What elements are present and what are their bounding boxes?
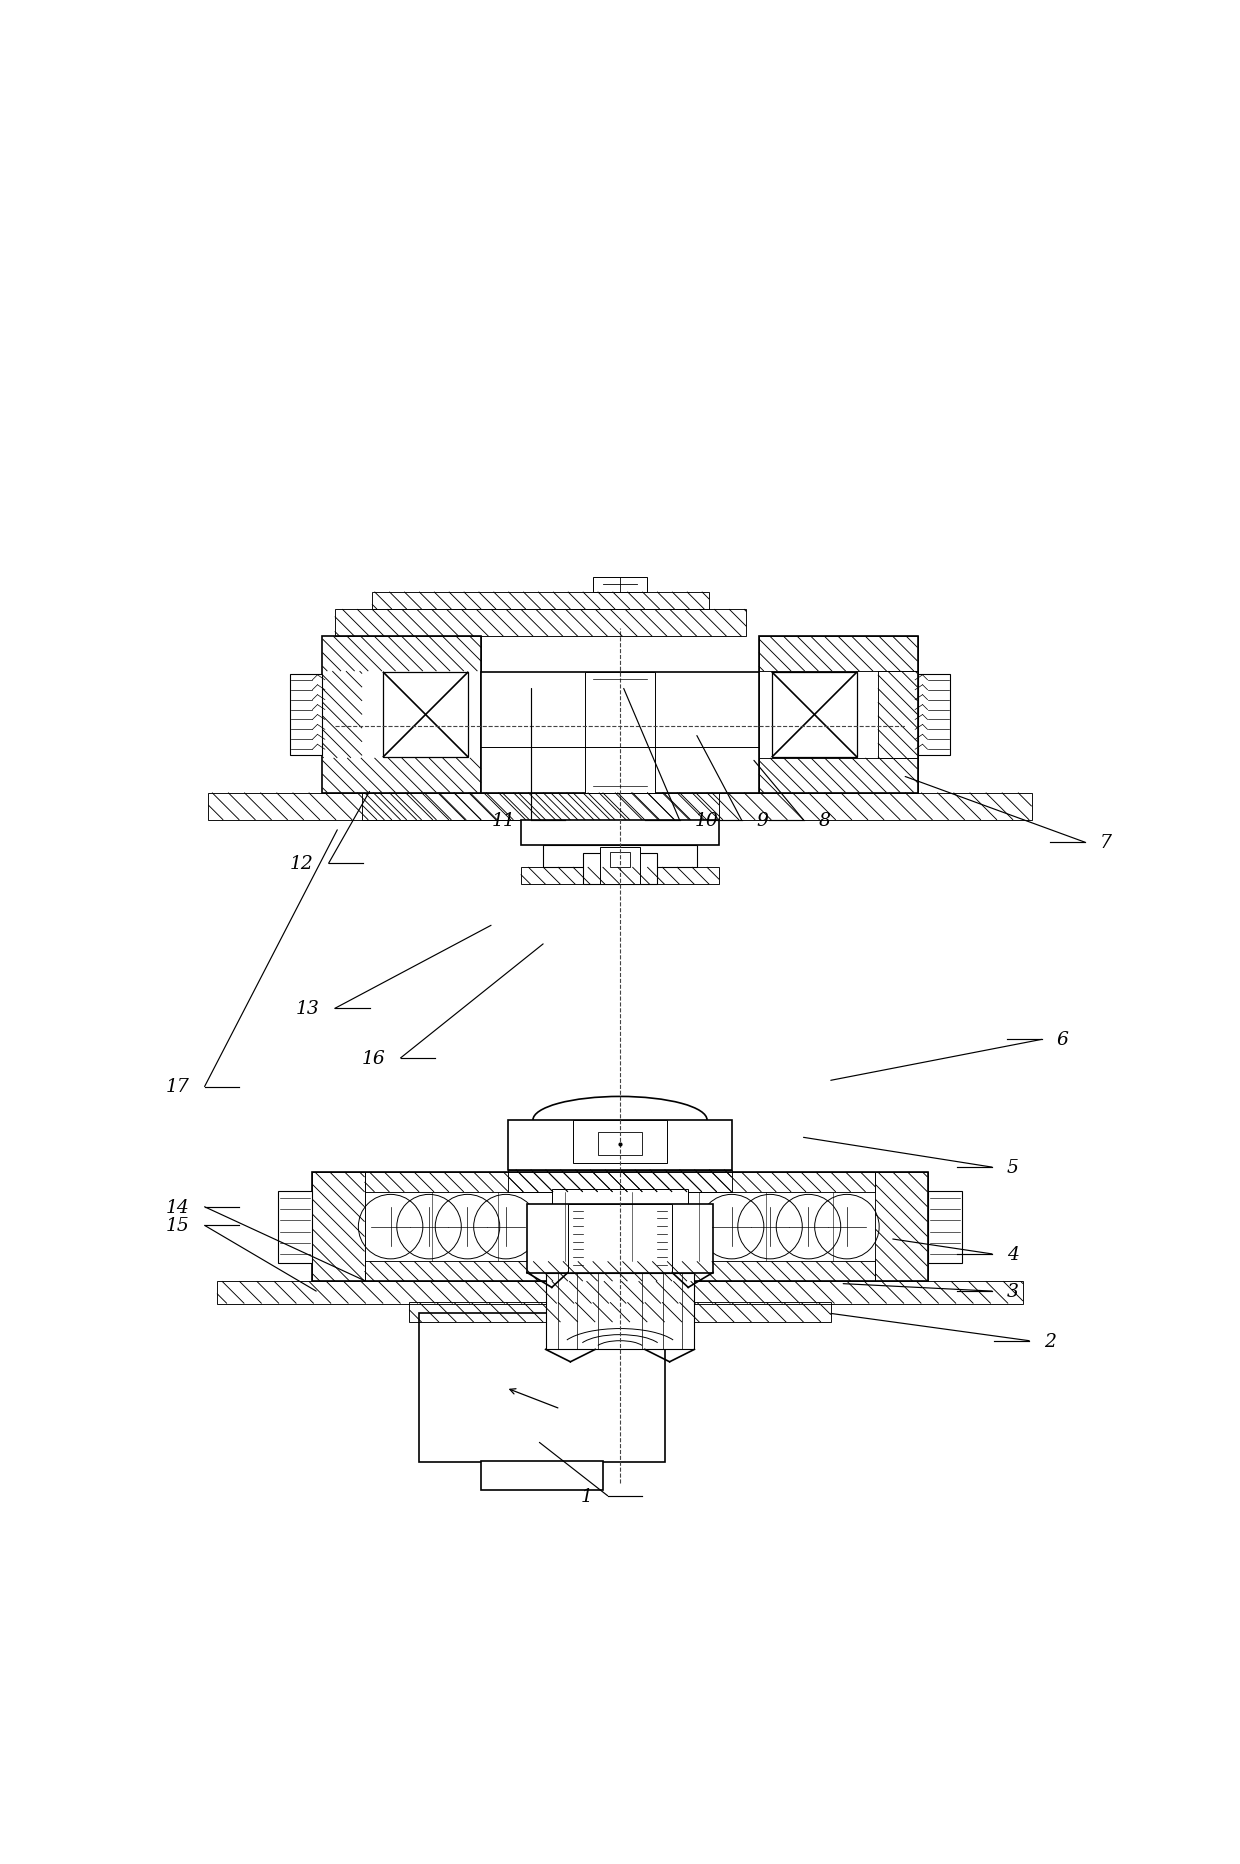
Bar <box>322 671 362 759</box>
Bar <box>773 673 857 757</box>
Text: 9: 9 <box>756 811 769 829</box>
Text: 8: 8 <box>818 811 831 829</box>
Bar <box>278 1191 312 1264</box>
Bar <box>527 1204 713 1273</box>
Bar <box>312 1172 928 1281</box>
Bar <box>208 794 1032 820</box>
Text: 15: 15 <box>166 1217 190 1234</box>
Text: 13: 13 <box>296 999 320 1018</box>
Bar <box>365 1262 875 1281</box>
Text: 2: 2 <box>1044 1333 1056 1350</box>
Bar <box>568 1204 672 1273</box>
Bar <box>419 1314 665 1463</box>
Bar <box>759 637 918 794</box>
Bar <box>312 1172 365 1281</box>
Bar <box>290 675 322 757</box>
Bar <box>521 867 719 885</box>
Bar <box>593 578 647 593</box>
Bar <box>409 1303 831 1322</box>
Text: 5: 5 <box>1007 1159 1019 1176</box>
Bar <box>322 759 481 794</box>
Bar <box>610 852 630 867</box>
Bar <box>546 1273 694 1350</box>
Bar <box>918 675 950 757</box>
Bar <box>598 1133 642 1156</box>
Text: 3: 3 <box>1007 1282 1019 1301</box>
Bar <box>928 1191 962 1264</box>
Bar <box>759 759 918 794</box>
Text: 7: 7 <box>1100 833 1112 852</box>
Text: 17: 17 <box>166 1077 190 1096</box>
Bar <box>322 637 481 671</box>
Bar <box>322 637 481 794</box>
Bar <box>383 673 467 757</box>
Bar <box>570 1273 670 1350</box>
Bar <box>878 671 918 759</box>
Bar <box>759 637 918 671</box>
Bar <box>521 820 719 844</box>
Text: 4: 4 <box>1007 1245 1019 1264</box>
Text: 16: 16 <box>362 1049 386 1068</box>
Bar <box>583 854 657 885</box>
Bar <box>573 1120 667 1163</box>
Bar <box>365 1172 875 1193</box>
Bar <box>600 848 640 885</box>
Text: 1: 1 <box>580 1487 593 1504</box>
Bar <box>875 1172 928 1281</box>
Bar <box>543 844 697 867</box>
Bar <box>508 1120 732 1171</box>
Bar <box>585 673 655 794</box>
Bar <box>335 610 746 637</box>
Bar <box>508 1171 732 1193</box>
Bar <box>481 1461 603 1489</box>
Text: 14: 14 <box>166 1199 190 1215</box>
Bar <box>217 1281 1023 1303</box>
Text: 6: 6 <box>1056 1031 1069 1049</box>
Bar <box>372 593 709 610</box>
Bar <box>552 1189 688 1204</box>
Text: 12: 12 <box>290 856 314 872</box>
Bar <box>481 673 759 794</box>
Bar <box>362 794 719 820</box>
Text: 11: 11 <box>492 811 516 829</box>
Text: 10: 10 <box>694 811 718 829</box>
